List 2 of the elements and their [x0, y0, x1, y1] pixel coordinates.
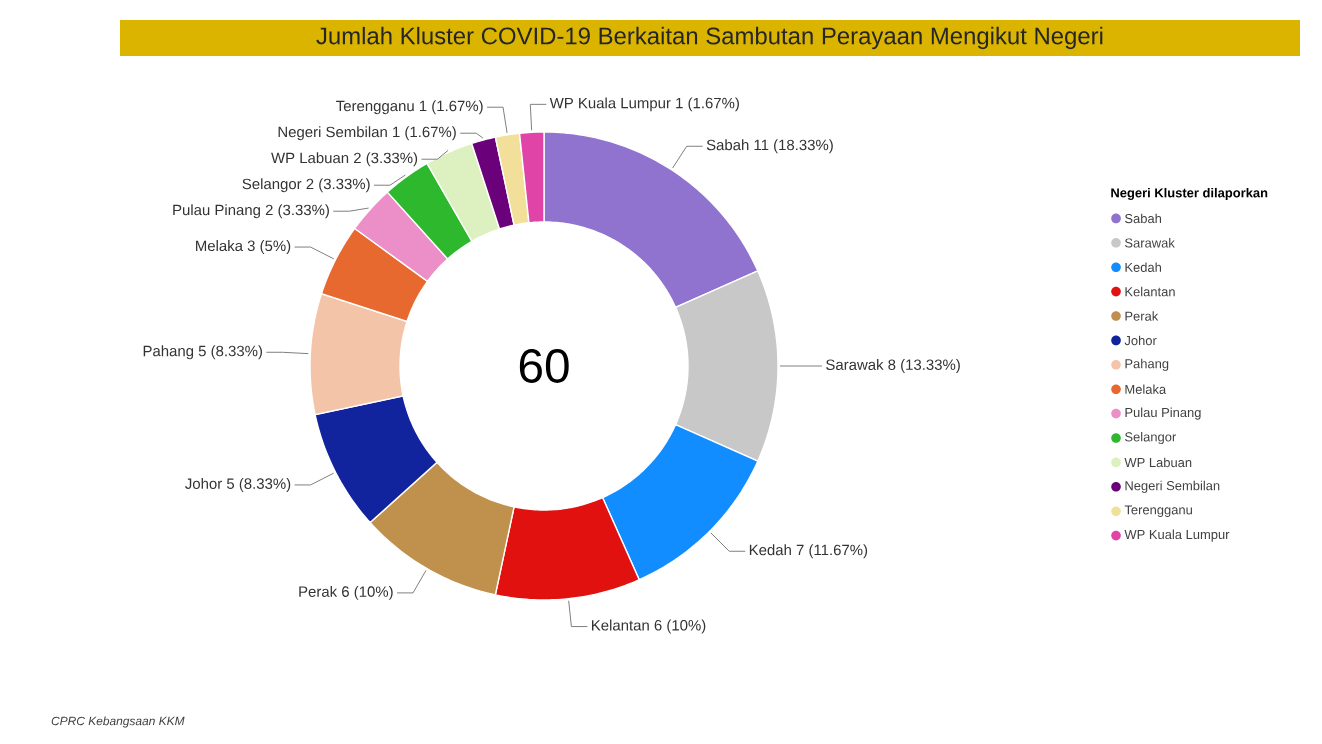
- text: 60: [519, 349, 569, 383]
- chart-title: Jumlah Kluster COVID-19 Berkaitan Sambutan Perayaan Mengikut Negeri: [316, 26, 1103, 50]
